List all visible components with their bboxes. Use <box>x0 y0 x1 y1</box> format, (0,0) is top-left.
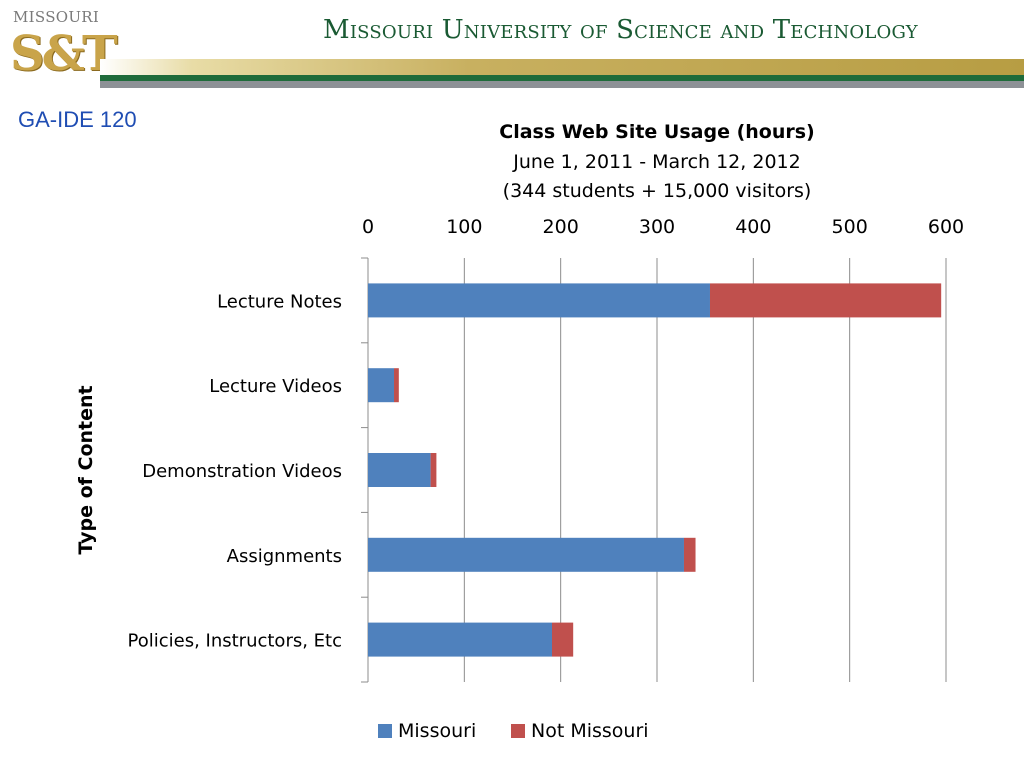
logo-missouri-text: MISSOURI <box>13 8 100 26</box>
chart-grid <box>361 257 947 683</box>
chart-subtitle-line-1: June 1, 2011 - March 12, 2012 <box>512 151 800 173</box>
legend-label-1: Not Missouri <box>531 720 649 742</box>
x-tick-label-200: 200 <box>543 216 579 238</box>
category-label-0: Lecture Notes <box>217 291 342 312</box>
chart-title: Class Web Site Usage (hours) <box>499 121 815 143</box>
bar-lecture-videos-missouri <box>368 368 395 403</box>
x-tick-label-0: 0 <box>362 216 374 238</box>
x-tick-label-600: 600 <box>928 216 964 238</box>
header-banner: MISSOURI S&T Missouri University of Scie… <box>0 0 1024 90</box>
legend-swatch-0 <box>378 724 392 738</box>
bar-demonstration-videos-not-missouri <box>430 453 437 487</box>
x-tick-label-400: 400 <box>735 216 771 238</box>
bar-policies-instructors-etc-not-missouri <box>551 622 574 657</box>
bar-lecture-videos-not-missouri <box>394 368 399 403</box>
chart-bars <box>368 283 942 657</box>
y-axis-title: Type of Content <box>75 385 97 554</box>
x-tick-label-500: 500 <box>832 216 868 238</box>
legend-label-0: Missouri <box>398 720 476 742</box>
bar-assignments-not-missouri <box>683 537 696 572</box>
x-tick-label-300: 300 <box>639 216 675 238</box>
category-label-4: Policies, Instructors, Etc <box>128 631 343 652</box>
category-label-1: Lecture Videos <box>209 376 342 397</box>
bar-assignments-missouri <box>368 537 684 572</box>
category-label-3: Assignments <box>227 546 342 567</box>
bar-policies-instructors-etc-missouri <box>368 622 552 657</box>
bar-demonstration-videos-missouri <box>368 453 431 487</box>
bar-lecture-notes-not-missouri <box>709 283 942 318</box>
course-label: GA-IDE 120 <box>18 107 137 132</box>
chart-subtitle-line-2: (344 students + 15,000 visitors) <box>503 180 812 202</box>
legend-swatch-1 <box>511 724 525 738</box>
university-logo: MISSOURI S&T <box>10 8 118 86</box>
bar-lecture-notes-missouri <box>368 283 710 318</box>
header-green-stripe <box>100 75 1024 81</box>
header-gold-stripe <box>100 59 1024 75</box>
chart-legend: Missouri Not Missouri <box>378 720 649 742</box>
header-grey-stripe <box>100 81 1024 88</box>
logo-mark: S&T <box>10 26 118 82</box>
x-tick-label-100: 100 <box>446 216 482 238</box>
x-axis-ticks: 0 100 200 300 400 500 600 <box>362 216 964 238</box>
category-label-2: Demonstration Videos <box>142 461 342 482</box>
category-labels: Lecture Notes Lecture Videos Demonstration… <box>128 291 343 651</box>
university-title: Missouri University of Science and Techn… <box>323 15 918 45</box>
